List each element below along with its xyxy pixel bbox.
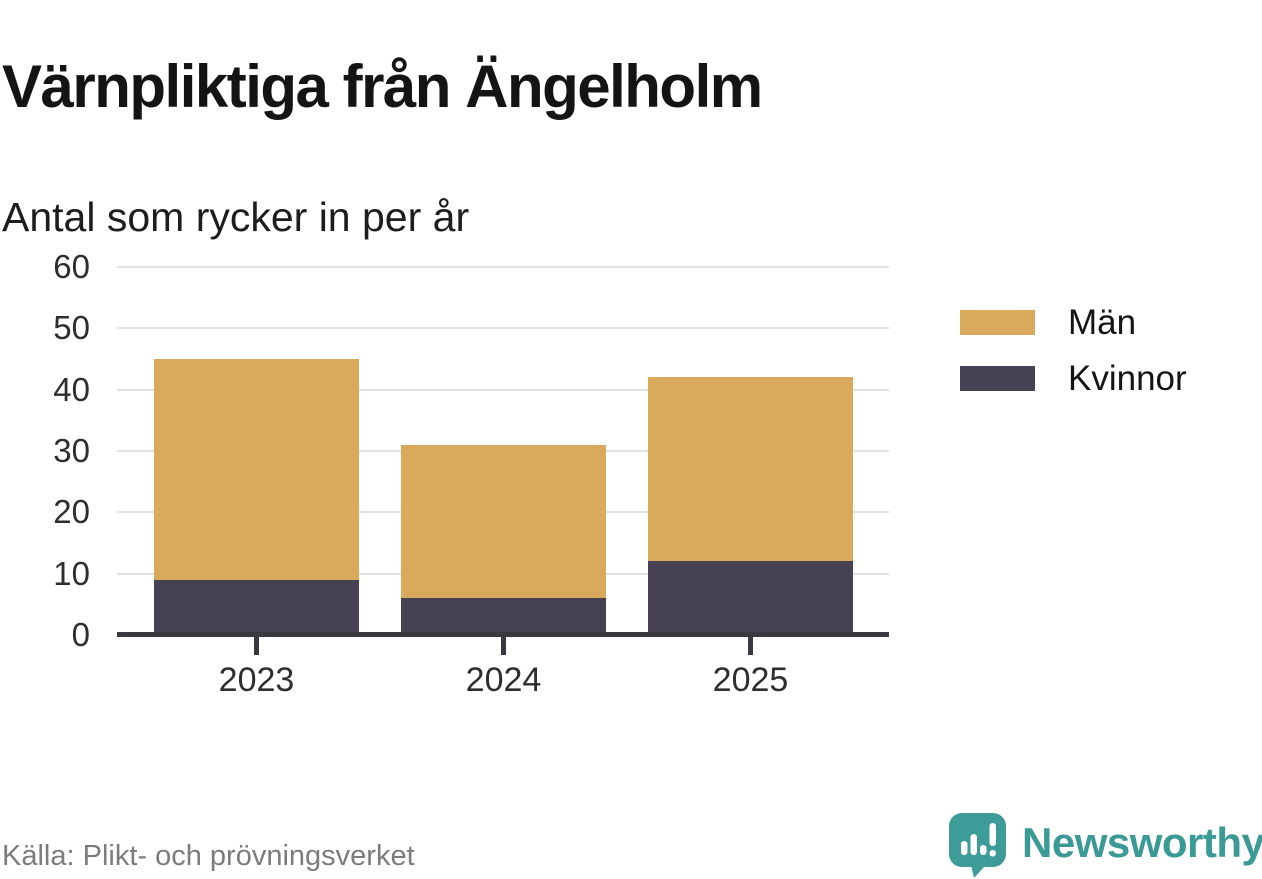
chart-subtitle: Antal som rycker in per år [2,194,470,241]
page-title: Värnpliktiga från Ängelholm [2,53,763,121]
bar-segment-man-2025 [648,377,853,562]
x-tick-2024 [501,637,506,655]
y-axis-label-30: 30 [53,432,90,469]
x-axis-line [117,632,889,637]
y-axis-label-50: 50 [53,309,90,347]
legend-swatch-men [960,310,1035,335]
bar-segment-man-2024 [401,444,606,599]
gridline-40 [117,388,889,391]
legend-label-men: Män [1068,303,1137,342]
source-note: Källa: Plikt- och prövningsverket [2,840,415,872]
x-axis-label-2023: 2023 [218,661,295,699]
newsworthy-logo: Newsworthy [948,812,1262,878]
legend-label-women: Kvinnor [1068,359,1187,398]
newsworthy-bubble-chart-icon [949,813,1006,878]
stacked-bar-chart: 0 10 20 30 40 50 60 2023 2024 2025 [0,248,1262,720]
x-axis-label-2025: 2025 [712,661,789,699]
y-axis-label-10: 10 [53,554,90,592]
gridline-60 [117,266,889,268]
y-axis-label-60: 60 [53,248,90,286]
newsworthy-wordmark: Newsworthy [1022,819,1262,866]
legend-swatch-women [960,366,1035,391]
y-axis-label-0: 0 [71,616,90,653]
bar-segment-man-2023 [154,359,359,580]
bar-segment-kvinnor-2023 [154,579,359,635]
x-axis-label-2024: 2024 [465,661,542,699]
y-axis-label-40: 40 [53,370,90,408]
y-axis-label-20: 20 [53,493,90,531]
x-tick-2025 [748,637,753,655]
bar-segment-kvinnor-2024 [401,598,606,635]
bar-segment-kvinnor-2025 [648,561,853,635]
x-tick-2023 [254,637,259,655]
gridline-50 [117,327,889,330]
